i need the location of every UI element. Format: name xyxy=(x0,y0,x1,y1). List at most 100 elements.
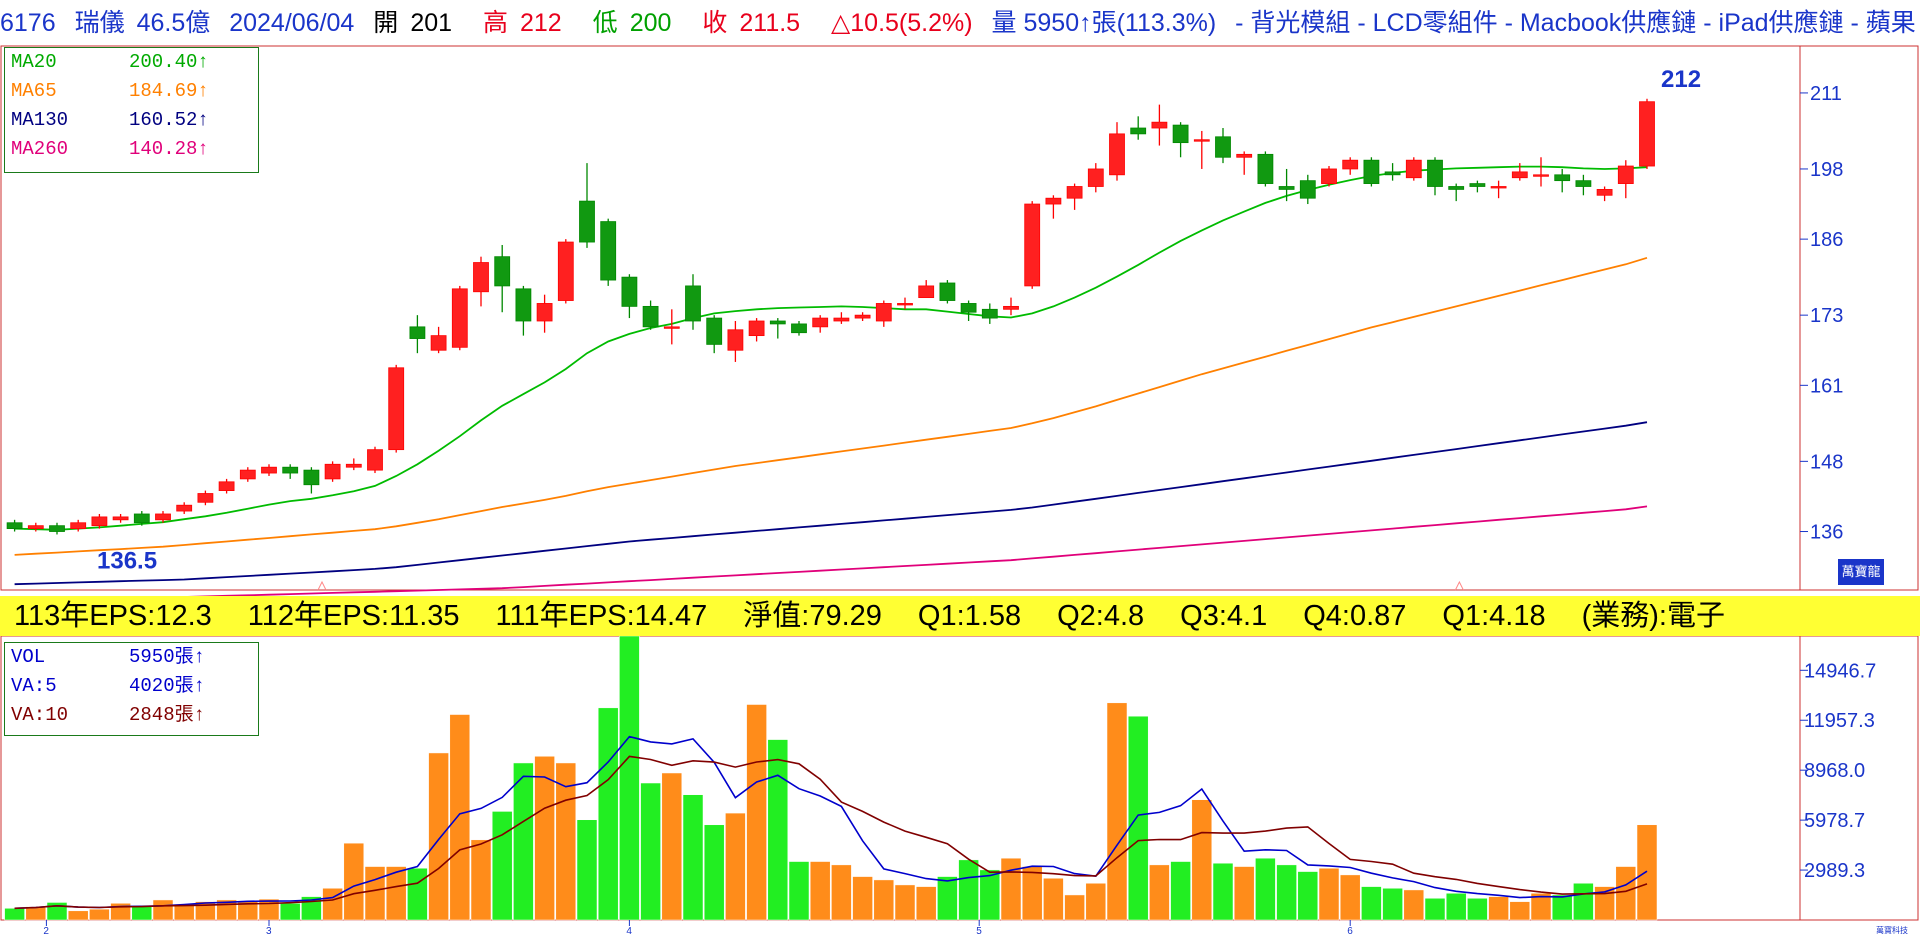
vol-legend-row: VA:5 4020張↑ xyxy=(5,672,258,701)
volume-bar xyxy=(1127,715,1149,921)
footer-brand: 萬寶科技 xyxy=(1876,926,1908,935)
candle-body xyxy=(1151,121,1168,129)
candle xyxy=(579,163,595,248)
candle xyxy=(939,280,956,304)
candle xyxy=(685,274,701,330)
price-chart: 211 198 186 173 161 148 136 212 136.5 xyxy=(0,45,1919,596)
price-tick-label: 136 xyxy=(1810,522,1843,544)
volume-bar xyxy=(1530,893,1552,921)
q3-eps: Q3:4.1 xyxy=(1180,600,1268,632)
volume-bar xyxy=(1424,898,1446,921)
candle xyxy=(303,467,320,494)
candle-body xyxy=(727,329,744,351)
ma65-label: MA65 xyxy=(11,80,57,102)
candle xyxy=(49,522,65,535)
ma20-value: 200.40↑ xyxy=(129,51,209,73)
candle-body xyxy=(303,469,320,486)
volume-bar xyxy=(1467,898,1488,921)
volume-bar xyxy=(788,861,810,921)
close-value: 211.5 xyxy=(739,9,801,37)
candle xyxy=(621,274,638,319)
volume-summary: 量 5950↑張(113.3%) xyxy=(991,9,1217,37)
candle xyxy=(1193,130,1210,169)
volume-tick-label: 5978.7 xyxy=(1804,810,1865,832)
volume-tick-label: 11957.3 xyxy=(1804,710,1875,732)
stock-code: 6176 xyxy=(0,9,56,37)
candle xyxy=(854,312,871,321)
va10-label: VA:10 xyxy=(11,704,69,726)
volume-bar xyxy=(1000,857,1022,921)
candle xyxy=(1172,122,1189,158)
candle xyxy=(1405,157,1422,181)
candle-body xyxy=(282,466,299,474)
candle-body xyxy=(218,481,235,491)
candle xyxy=(1024,201,1041,289)
candle xyxy=(197,490,214,506)
candle-body xyxy=(685,285,701,322)
vol-value: 5950張↑ xyxy=(129,646,206,668)
eps-113: 113年EPS:12.3 xyxy=(14,600,212,632)
volume-legend: VOL 5950張↑ VA:5 4020張↑ VA:10 2848張↑ xyxy=(4,642,259,736)
volume-bar xyxy=(1170,861,1191,921)
candle-body xyxy=(1193,139,1210,142)
ma-legend-row: MA65 184.69↑ xyxy=(5,77,258,106)
volume-bar xyxy=(1361,886,1382,921)
volume-bar xyxy=(1445,893,1467,921)
eps-111: 111年EPS:14.47 xyxy=(495,600,708,632)
volume-plot-frame xyxy=(0,636,1801,921)
volume-bar xyxy=(1255,857,1276,921)
volume-bar xyxy=(619,636,640,921)
candle-body xyxy=(579,200,595,243)
month-label: 4 xyxy=(626,926,632,937)
volume-tick-label: 14946.7 xyxy=(1804,660,1876,682)
candle xyxy=(1299,174,1316,205)
candle-body xyxy=(1384,171,1401,176)
candle-body xyxy=(1342,159,1359,170)
candle xyxy=(261,464,277,476)
candle-body xyxy=(1299,180,1316,199)
volume-bar xyxy=(428,752,449,921)
volume-bar xyxy=(703,824,725,921)
volume-tick-label: 2989.3 xyxy=(1804,860,1865,882)
va10-value: 2848張↑ xyxy=(129,704,206,726)
candle xyxy=(27,522,44,532)
ma20-label: MA20 xyxy=(11,51,57,73)
open-label: 開 xyxy=(373,9,399,37)
vol-legend-row: VOL 5950張↑ xyxy=(5,643,258,672)
candle-body xyxy=(748,320,765,337)
volume-chart: 14946.7 11957.3 8968.0 5978.7 2989.3 2 3 4 5 6 xyxy=(0,636,1919,937)
candle-body xyxy=(1575,180,1592,187)
candle xyxy=(494,244,511,313)
volume-bar xyxy=(1615,866,1637,921)
candle-body xyxy=(1045,197,1062,205)
volume-bar xyxy=(1021,866,1043,921)
candle xyxy=(176,502,193,514)
candle xyxy=(430,326,447,354)
candle-body xyxy=(1533,174,1549,177)
candle xyxy=(1575,174,1592,196)
volume-ma-line-5 xyxy=(14,735,1648,910)
candle-body xyxy=(261,466,277,474)
market-cap: 46.5億 xyxy=(136,9,211,37)
candle xyxy=(1087,163,1104,193)
volume-bar xyxy=(407,867,428,921)
candle xyxy=(875,300,892,327)
candle-body xyxy=(939,282,956,301)
brand-badge: 萬寶龍 xyxy=(1838,559,1884,585)
volume-bar xyxy=(1064,894,1085,921)
va5-label: VA:5 xyxy=(11,675,57,697)
candle xyxy=(367,446,383,474)
volume-bar xyxy=(576,819,598,921)
volume-bar xyxy=(1149,864,1170,921)
candle-body xyxy=(1130,127,1147,135)
volume-bar xyxy=(322,888,343,921)
high-annotation: 212 xyxy=(1661,66,1701,93)
ma65-value: 184.69↑ xyxy=(129,80,209,102)
month-label: 2 xyxy=(43,926,49,937)
candle-body xyxy=(367,449,383,471)
candle-body xyxy=(1024,203,1041,287)
candle-body xyxy=(1617,165,1634,184)
q4-eps: Q4:0.87 xyxy=(1303,600,1407,632)
volume-bar xyxy=(1212,862,1234,921)
price-tick-label: 198 xyxy=(1810,159,1843,181)
